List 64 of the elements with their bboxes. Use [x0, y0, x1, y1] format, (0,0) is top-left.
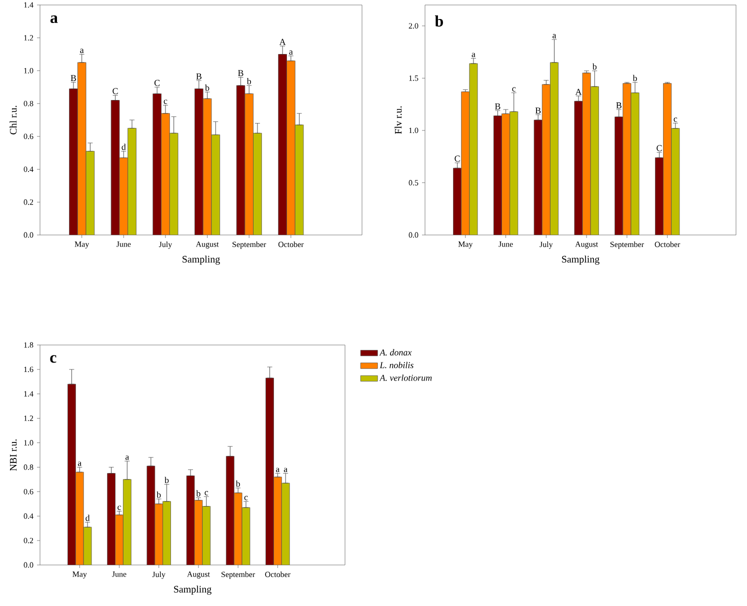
- data-label: c: [118, 506, 121, 510]
- data-label: B: [535, 108, 541, 114]
- data-label: C: [112, 88, 118, 94]
- bar: [75, 472, 84, 565]
- data-label: b: [156, 491, 161, 498]
- bar: [453, 168, 462, 235]
- data-label: a: [472, 52, 476, 58]
- bar: [614, 116, 624, 235]
- bar: [211, 134, 220, 235]
- data-label: b: [236, 480, 240, 487]
- bar: [234, 492, 242, 565]
- chart-title: a: [50, 15, 58, 24]
- data-label: b: [205, 84, 210, 91]
- legend-label: A. verlotiorum: [379, 374, 432, 381]
- y-axis-title: Chl r.u.: [10, 106, 17, 134]
- y-axis-title: NBI r.u.: [10, 439, 17, 471]
- chart-title: c: [50, 355, 56, 363]
- data-label: a: [125, 456, 130, 460]
- text: b: [434, 15, 443, 27]
- data-label: c: [674, 118, 678, 122]
- data-label: b: [164, 476, 169, 484]
- bar: [655, 157, 664, 235]
- bar: [274, 476, 282, 565]
- data-label: B: [196, 73, 202, 80]
- data-label: B: [238, 70, 244, 76]
- data-label: c: [204, 491, 208, 496]
- legend-label: L. nobilis: [380, 362, 414, 368]
- data-label: b: [196, 490, 200, 497]
- x-axis-title: Sampling: [174, 586, 212, 595]
- data-label: b: [592, 63, 597, 70]
- data-label: d: [86, 514, 90, 522]
- data-label: a: [78, 462, 82, 466]
- bar: [115, 514, 124, 565]
- data-label: b: [632, 74, 637, 82]
- bar: [86, 151, 95, 235]
- bar: [294, 124, 304, 235]
- data-label: A: [279, 38, 286, 45]
- data-label: a: [276, 468, 280, 472]
- data-label: B: [70, 75, 76, 82]
- bar: [493, 116, 502, 235]
- data-label: C: [656, 145, 662, 152]
- data-label: a: [552, 34, 556, 38]
- data-label: a: [80, 48, 84, 54]
- legend-label: A. donax: [379, 349, 412, 356]
- y-axis-title: Flv r.u.: [394, 106, 402, 134]
- data-label: B: [494, 103, 500, 110]
- bar: [128, 128, 136, 235]
- data-label: A: [575, 88, 582, 95]
- bar: [253, 132, 262, 235]
- data-label: d: [122, 144, 126, 150]
- data-label: b: [246, 78, 251, 84]
- data-label: C: [454, 156, 460, 162]
- x-axis-title: Sampling: [182, 256, 220, 265]
- x-axis-title: Sampling: [562, 256, 600, 265]
- bar: [534, 120, 542, 235]
- data-label: c: [512, 87, 516, 92]
- data-label: c: [164, 100, 168, 104]
- data-label: C: [154, 80, 160, 86]
- data-label: a: [289, 50, 293, 55]
- data-label: B: [616, 102, 622, 108]
- bar: [194, 500, 203, 565]
- data-label: c: [244, 496, 248, 500]
- data-label: a: [284, 468, 288, 472]
- bar: [154, 504, 163, 565]
